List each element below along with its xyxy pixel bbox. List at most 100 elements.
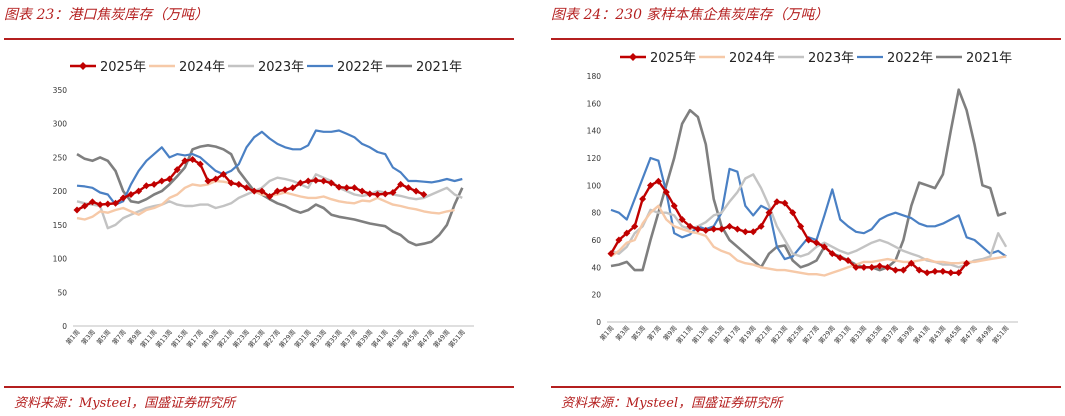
data-point-2025年 bbox=[420, 191, 428, 199]
data-point-2025年 bbox=[374, 191, 382, 199]
data-point-2025年 bbox=[204, 177, 212, 185]
data-point-2025年 bbox=[765, 209, 773, 217]
data-point-2025年 bbox=[181, 157, 189, 165]
series-line-2023年 bbox=[610, 173, 1008, 269]
x-tick-label: 第5周 bbox=[629, 324, 647, 343]
data-point-2025年 bbox=[250, 187, 258, 195]
data-point-2025年 bbox=[939, 267, 947, 275]
data-point-2025年 bbox=[923, 269, 931, 277]
data-point-2025年 bbox=[852, 263, 860, 271]
y-tick-label: 100 bbox=[587, 181, 602, 190]
data-point-2025年 bbox=[343, 184, 351, 192]
data-point-2025年 bbox=[273, 187, 281, 195]
data-point-2025年 bbox=[631, 222, 639, 230]
series-line-2025年 bbox=[76, 158, 425, 212]
right-chart: 2025年 2024年 2023年 2022年 2021年 0 20 40 60 80 100 120… bbox=[587, 51, 1018, 346]
right-panel: 图表 24：230 家样本焦企焦炭库存（万吨） 2025年 2024年 2023年 2… bbox=[547, 0, 1065, 416]
data-point-2025年 bbox=[389, 188, 397, 196]
left-top-rule bbox=[4, 38, 514, 40]
data-point-2025年 bbox=[366, 190, 374, 198]
data-point-2025年 bbox=[915, 266, 923, 274]
legend-marker-2025年 bbox=[629, 53, 637, 61]
x-tick-label: 第7周 bbox=[110, 328, 128, 347]
data-point-2025年 bbox=[654, 177, 662, 185]
data-point-2025年 bbox=[860, 263, 868, 271]
data-point-2025年 bbox=[312, 176, 320, 184]
legend-label: 2025年 bbox=[650, 51, 696, 66]
left-chart-title: 图表 23：港口焦炭库存（万吨） bbox=[4, 7, 209, 23]
legend-label: 2021年 bbox=[416, 60, 462, 75]
data-point-2025年 bbox=[955, 269, 963, 277]
y-tick-label: 200 bbox=[53, 187, 68, 196]
y-tick-label: 250 bbox=[53, 153, 68, 162]
x-tick-label: 第3周 bbox=[613, 324, 631, 343]
y-tick-label: 0 bbox=[596, 318, 601, 327]
data-point-2025年 bbox=[899, 266, 907, 274]
left-bottom-rule bbox=[4, 386, 514, 388]
left-source-note: 资料来源：Mysteel，国盛证券研究所 bbox=[14, 396, 236, 411]
data-point-2025年 bbox=[381, 190, 389, 198]
data-point-2025年 bbox=[749, 228, 757, 236]
data-point-2025年 bbox=[963, 259, 971, 267]
data-point-2025年 bbox=[150, 180, 158, 188]
data-point-2025年 bbox=[733, 225, 741, 233]
data-point-2025年 bbox=[947, 269, 955, 277]
legend: 2025年 2024年 2023年 2022年 2021年 bbox=[620, 51, 1012, 66]
data-point-2025年 bbox=[335, 183, 343, 191]
data-point-2025年 bbox=[741, 228, 749, 236]
data-point-2025年 bbox=[623, 229, 631, 237]
y-tick-label: 50 bbox=[57, 288, 67, 297]
data-point-2025年 bbox=[320, 177, 328, 185]
right-bottom-rule bbox=[551, 386, 1061, 388]
left-panel: 图表 23：港口焦炭库存（万吨） 2025年 2024年 2023年 2022年 202… bbox=[0, 0, 518, 416]
x-tick-label: 第3周 bbox=[79, 328, 97, 347]
y-tick-label: 60 bbox=[591, 236, 601, 245]
data-point-2025年 bbox=[73, 206, 81, 214]
series-line-2022年 bbox=[76, 129, 463, 206]
data-point-2025年 bbox=[304, 177, 312, 185]
data-point-2025年 bbox=[702, 226, 710, 234]
left-chart: 2025年 2024年 2023年 2022年 2021年 0 50 100 150 200 250… bbox=[53, 60, 474, 350]
data-point-2025年 bbox=[639, 195, 647, 203]
y-tick-label: 40 bbox=[591, 263, 601, 272]
data-point-2025年 bbox=[165, 175, 173, 183]
data-point-2025年 bbox=[96, 201, 104, 209]
data-point-2025年 bbox=[615, 236, 623, 244]
data-point-2025年 bbox=[805, 236, 813, 244]
data-point-2025年 bbox=[135, 187, 143, 195]
data-point-2025年 bbox=[158, 177, 166, 185]
data-point-2025年 bbox=[797, 222, 805, 230]
data-point-2025年 bbox=[243, 184, 251, 192]
data-point-2025年 bbox=[662, 188, 670, 196]
series-line-2021年 bbox=[610, 88, 1007, 272]
x-tick-label: 第7周 bbox=[645, 324, 663, 343]
data-point-2025年 bbox=[836, 254, 844, 262]
data-point-2025年 bbox=[119, 194, 127, 202]
data-point-2025年 bbox=[710, 225, 718, 233]
x-tick-label: 第5周 bbox=[94, 328, 112, 347]
legend-label: 2024年 bbox=[729, 51, 775, 66]
data-point-2025年 bbox=[358, 187, 366, 195]
right-source-note: 资料来源：Mysteel，国盛证券研究所 bbox=[561, 396, 783, 411]
data-point-2025年 bbox=[718, 225, 726, 233]
y-tick-label: 20 bbox=[591, 291, 601, 300]
series-line-2025年 bbox=[609, 179, 968, 275]
legend-label: 2025年 bbox=[100, 60, 146, 75]
data-point-2025年 bbox=[670, 202, 678, 210]
right-top-rule bbox=[551, 38, 1061, 40]
data-point-2025年 bbox=[812, 239, 820, 247]
x-tick-label: 第51周 bbox=[446, 328, 467, 350]
data-point-2025年 bbox=[876, 262, 884, 270]
data-point-2025年 bbox=[289, 184, 297, 192]
legend-label: 2022年 bbox=[337, 60, 383, 75]
y-tick-label: 120 bbox=[587, 154, 602, 163]
y-tick-label: 80 bbox=[591, 209, 601, 218]
data-point-2025年 bbox=[327, 179, 335, 187]
data-point-2025年 bbox=[296, 179, 304, 187]
data-point-2025年 bbox=[686, 222, 694, 230]
y-tick-label: 0 bbox=[62, 322, 67, 331]
data-point-2025年 bbox=[694, 225, 702, 233]
data-point-2025年 bbox=[112, 199, 120, 207]
data-point-2025年 bbox=[258, 187, 266, 195]
data-point-2025年 bbox=[931, 267, 939, 275]
